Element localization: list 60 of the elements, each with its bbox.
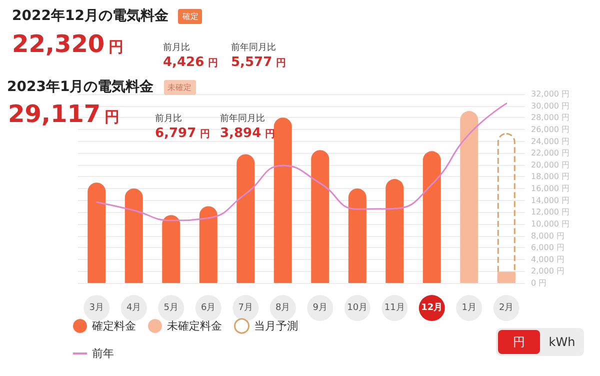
y-tick-label: 0 円	[531, 278, 547, 288]
bar	[422, 151, 441, 283]
text: 前月比	[163, 42, 190, 54]
text: 22,320 円	[12, 30, 124, 58]
bar	[460, 111, 478, 283]
legend-label: 確定料金	[91, 320, 136, 332]
text: 前年同月比	[231, 42, 276, 54]
y-tick-label: 2,000 円	[531, 266, 564, 276]
text: 5,577 円	[231, 55, 286, 70]
x-tick-label: 2月	[499, 303, 514, 313]
y-tick-label: 12,000 円	[531, 208, 570, 217]
y-tick-label: 6,000 円	[531, 243, 564, 252]
x-tick-label: 3月	[89, 303, 104, 313]
x-tick-label: 11月	[384, 303, 405, 313]
bar	[348, 188, 366, 283]
annotation: 3,894 円	[220, 126, 276, 141]
bar	[497, 272, 516, 283]
y-tick-label: 16,000 円	[531, 184, 570, 193]
chart-title: 2022年12月の電気料金	[12, 7, 168, 25]
x-tick-label: 4月	[126, 303, 142, 313]
annotation: 29,117 円	[8, 100, 120, 128]
bar	[311, 150, 330, 283]
bar	[88, 182, 106, 283]
annotation: 6,797 円	[155, 126, 210, 141]
bar	[236, 154, 255, 283]
bar	[199, 206, 218, 283]
status-badge: 確定	[178, 8, 202, 24]
y-tick-label: 30,000 円	[531, 101, 570, 110]
x-tick-label: 9月	[312, 303, 328, 313]
unit-toggle: 円 kWh	[496, 328, 584, 356]
x-tick-label: 5月	[164, 303, 178, 313]
legend-label: 未確定料金	[167, 320, 222, 332]
x-tick-label: 6月	[201, 303, 216, 313]
y-tick-label: 8,000 円	[531, 231, 564, 240]
bar	[124, 188, 143, 283]
x-tick-label: 7月	[238, 303, 253, 313]
y-tick-label: 14,000 円	[531, 196, 570, 205]
status-badge: 未確定	[164, 80, 196, 94]
y-tick-label: 28,000 円	[531, 113, 570, 122]
y-tick-label: 18,000 円	[531, 172, 570, 182]
y-tick-label: 24,000 円	[531, 136, 570, 146]
x-tick-label: 8月	[276, 303, 290, 313]
text: 4,426 円	[163, 55, 218, 70]
bar	[386, 179, 404, 283]
y-tick-label: 32,000 円	[531, 90, 570, 98]
annotation: 前年同月比	[220, 112, 265, 125]
y-tick-label: 10,000 円	[531, 219, 570, 228]
bar	[274, 118, 292, 283]
annotation: 前月比	[155, 112, 182, 125]
bar	[162, 215, 180, 283]
x-tick-label: 10月	[347, 303, 368, 313]
y-tick-label: 4,000 円	[531, 254, 564, 264]
x-tick-label: 12月	[421, 302, 443, 313]
y-tick-label: 22,000 円	[531, 148, 570, 158]
legend-label: 当月予測	[254, 320, 298, 332]
x-tick-label: 1月	[462, 303, 476, 313]
chart-subtitle: 2023年1月の電気料金	[7, 78, 154, 96]
legend-label: 前年	[92, 347, 114, 360]
y-tick-label: 26,000 円	[531, 124, 570, 134]
y-tick-label: 20,000 円	[531, 160, 570, 170]
